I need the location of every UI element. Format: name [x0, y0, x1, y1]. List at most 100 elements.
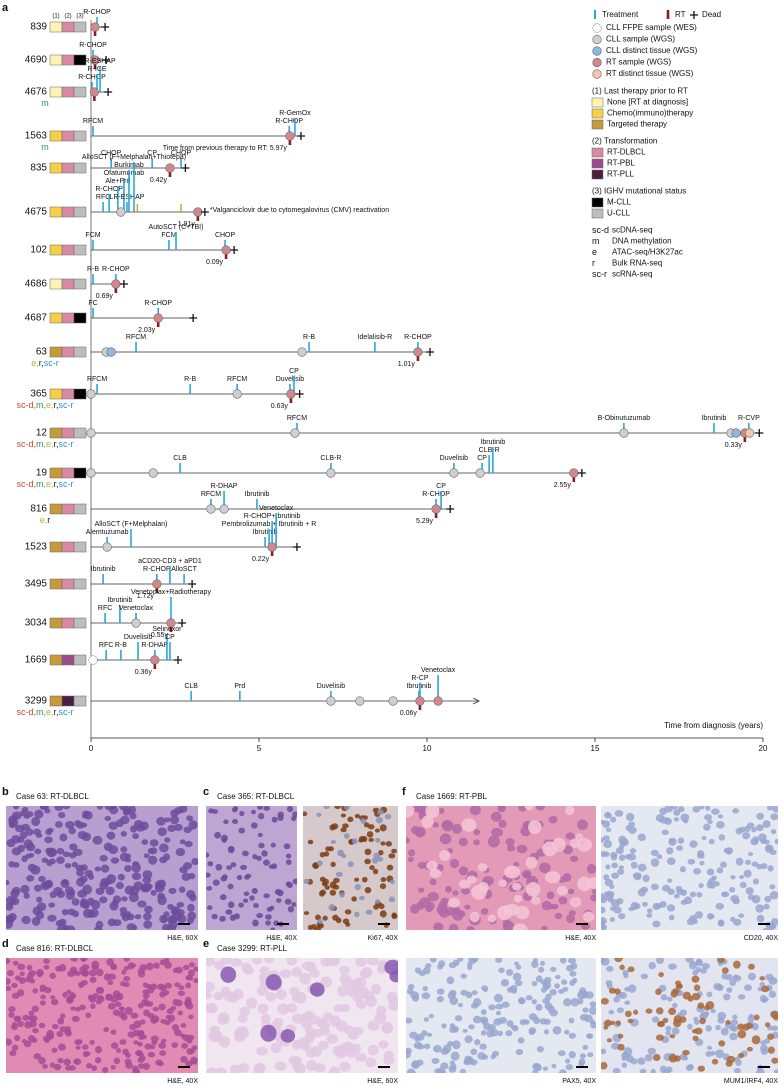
cell: [656, 854, 663, 860]
cell: [744, 825, 751, 833]
cell: [568, 910, 576, 916]
cell: [183, 964, 190, 971]
cell: [604, 892, 614, 901]
assay-tag: r,: [54, 707, 59, 717]
cell: [284, 898, 292, 905]
legend-label: Bulk RNA-seq: [612, 259, 662, 268]
cell: [610, 816, 617, 823]
cell: [729, 979, 736, 987]
status-box: [49, 578, 63, 590]
cell: [646, 908, 653, 914]
assay-tag: sc-d,: [16, 707, 36, 717]
cell: [759, 982, 766, 987]
cell: [141, 839, 149, 845]
cell: [436, 988, 445, 995]
cell: [39, 1000, 46, 1006]
cell: [764, 895, 772, 903]
cell: [512, 882, 522, 891]
treatment-label: Alemtuzumab: [86, 529, 129, 536]
legend-label: CLL distinct tissue (WGS): [606, 46, 698, 55]
interval-label: 0.22y: [252, 556, 270, 563]
cell: [132, 861, 140, 867]
cell: [487, 914, 497, 923]
cell: [186, 1038, 193, 1044]
status-header: (2): [64, 14, 71, 20]
cell: [291, 1056, 302, 1066]
status-box: [73, 312, 87, 324]
status-box: [49, 503, 63, 515]
cell: [141, 1034, 147, 1040]
cell: [285, 853, 292, 859]
cell: [570, 997, 579, 1007]
cell: [193, 966, 198, 972]
cell: [751, 1035, 761, 1045]
legend-label: RT sample (WGS): [606, 58, 671, 67]
cell: [44, 808, 51, 814]
cell: [149, 983, 158, 990]
cell: [119, 852, 129, 862]
assay-tag: sc-d,: [16, 400, 36, 410]
cell: [582, 1044, 589, 1050]
cell: [613, 906, 622, 914]
cell: [693, 984, 701, 992]
cell: [531, 999, 538, 1005]
cell: [303, 811, 308, 817]
cell: [698, 883, 704, 889]
status-box: [61, 388, 75, 400]
cell: [63, 1058, 71, 1066]
treatment-label: aCD20-CD3 + aPD1: [138, 558, 202, 565]
cell: [306, 1060, 318, 1071]
cell: [328, 958, 340, 965]
cell: [23, 892, 30, 899]
cell: [642, 901, 648, 907]
image-caption: MUM1/IRF4, 40X: [724, 1078, 778, 1085]
cell: [421, 992, 431, 1000]
cell: [381, 1021, 394, 1032]
cell: [237, 1014, 248, 1023]
legend-label: CLL FFPE sample (WES): [606, 23, 697, 32]
cell: [137, 1041, 143, 1047]
sample: [388, 696, 398, 706]
cell: [337, 849, 345, 857]
cell: [30, 865, 41, 875]
cell: [557, 1050, 566, 1057]
cell: [100, 864, 110, 873]
assay-tag: e,: [46, 400, 54, 410]
cell: [493, 1018, 502, 1026]
status-box: [61, 312, 75, 324]
cell: [256, 912, 264, 919]
cell: [120, 846, 128, 853]
legend-swatch: [591, 158, 604, 169]
cell: [12, 806, 20, 810]
cell: [142, 989, 149, 995]
cell: [421, 1030, 428, 1037]
cell: [388, 853, 396, 859]
cell: [650, 858, 660, 867]
assay-tag: r,: [39, 358, 44, 368]
treatment-label: Ibrutinib: [107, 597, 132, 604]
panel-letter: f: [402, 786, 406, 798]
cell: [545, 993, 552, 1001]
cell: [516, 844, 528, 854]
legend-assay-code: m: [592, 236, 600, 246]
cell: [26, 964, 33, 971]
cell: [325, 846, 331, 852]
cell: [38, 1022, 46, 1029]
interval-label: 0.55y: [151, 632, 169, 639]
cell: [191, 857, 198, 866]
panel-letter: e: [203, 938, 209, 950]
cell: [38, 1056, 46, 1065]
cell: [177, 990, 186, 997]
cell: [677, 806, 685, 813]
sample: [285, 131, 295, 141]
cell: [219, 915, 226, 922]
cell: [716, 821, 725, 829]
cell: [262, 859, 270, 866]
cell: [180, 1023, 187, 1028]
cell: [721, 967, 729, 974]
cell: [746, 1046, 753, 1052]
cell: [95, 920, 104, 929]
cell: [682, 1049, 690, 1056]
cell: [601, 906, 606, 914]
